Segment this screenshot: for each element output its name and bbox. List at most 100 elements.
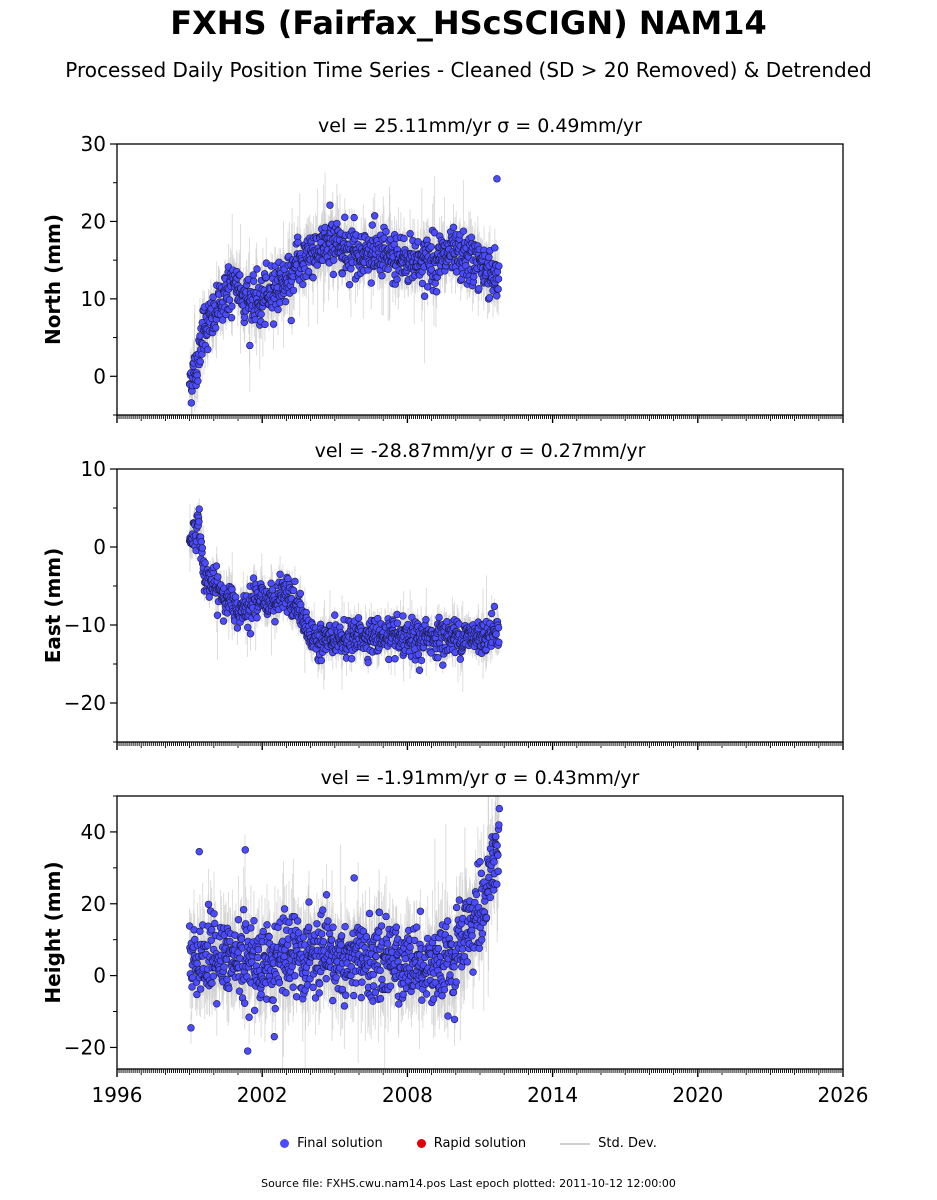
data-point bbox=[330, 256, 338, 264]
data-point bbox=[391, 655, 399, 663]
data-point bbox=[493, 292, 501, 300]
data-point bbox=[414, 650, 423, 659]
chart-title: FXHS (Fairfax_HScSCIGN) NAM14 bbox=[170, 4, 767, 42]
data-point bbox=[382, 227, 390, 236]
y-tick-label: 30 bbox=[81, 132, 106, 156]
x-ticks bbox=[116, 742, 844, 750]
data-point bbox=[187, 399, 196, 407]
data-point bbox=[296, 589, 305, 598]
plot-area bbox=[185, 498, 503, 693]
data-point bbox=[269, 320, 278, 328]
data-point bbox=[423, 283, 432, 291]
data-point bbox=[212, 562, 221, 570]
data-point bbox=[281, 297, 290, 306]
data-point bbox=[432, 288, 441, 296]
data-point bbox=[374, 614, 382, 623]
data-point bbox=[367, 279, 375, 287]
data-point bbox=[309, 273, 317, 282]
data-point bbox=[345, 280, 354, 289]
data-point bbox=[434, 654, 442, 662]
data-point bbox=[406, 230, 414, 238]
data-point bbox=[384, 265, 392, 273]
data-point bbox=[422, 615, 430, 624]
data-point bbox=[304, 267, 313, 276]
data-point bbox=[427, 243, 435, 251]
data-point bbox=[494, 624, 503, 632]
plot-area bbox=[185, 172, 503, 415]
data-point bbox=[420, 292, 429, 300]
data-point bbox=[249, 271, 257, 279]
panel-title: vel = -28.87mm/yr σ = 0.27mm/yr bbox=[315, 440, 646, 462]
data-point bbox=[274, 305, 282, 314]
data-point bbox=[435, 613, 443, 622]
data-point bbox=[459, 227, 468, 235]
data-point bbox=[204, 345, 212, 354]
data-point bbox=[294, 238, 302, 247]
panel-title: vel = -1.91mm/yr σ = 0.43mm/yr bbox=[321, 767, 640, 789]
data-point bbox=[287, 316, 295, 325]
data-point bbox=[467, 233, 476, 242]
data-point bbox=[494, 285, 502, 293]
data-point bbox=[246, 630, 255, 638]
data-point bbox=[487, 609, 496, 618]
data-point bbox=[194, 377, 202, 385]
data-point bbox=[347, 265, 355, 273]
data-point bbox=[393, 275, 401, 284]
y-ticks: 0 10 20 30 bbox=[81, 132, 117, 416]
data-point bbox=[201, 559, 209, 567]
data-point bbox=[347, 655, 356, 663]
data-point bbox=[341, 213, 349, 222]
data-point bbox=[196, 332, 204, 340]
data-point bbox=[249, 574, 258, 582]
data-point bbox=[214, 573, 222, 581]
data-point bbox=[475, 284, 483, 293]
data-point bbox=[197, 538, 205, 546]
y-tick-label: 20 bbox=[81, 209, 106, 233]
data-point bbox=[326, 201, 334, 209]
data-point bbox=[430, 229, 439, 237]
data-point bbox=[338, 269, 347, 278]
data-point bbox=[299, 280, 307, 289]
data-point bbox=[257, 310, 265, 318]
data-point bbox=[244, 623, 252, 632]
data-point bbox=[249, 277, 258, 285]
data-point bbox=[297, 600, 305, 609]
data-point bbox=[417, 656, 426, 665]
panel-title: vel = 25.11mm/yr σ = 0.49mm/yr bbox=[318, 115, 642, 137]
data-point bbox=[213, 611, 222, 619]
data-point bbox=[317, 656, 326, 665]
data-point bbox=[443, 618, 451, 626]
data-point bbox=[431, 279, 439, 287]
y-ticks: −20 −10 0 10 bbox=[64, 457, 117, 743]
data-point bbox=[393, 619, 402, 627]
data-point bbox=[456, 655, 465, 663]
chart-subtitle: Processed Daily Position Time Series - C… bbox=[65, 58, 872, 82]
y-axis-label: Height (mm) bbox=[41, 861, 65, 1003]
data-point bbox=[195, 518, 203, 526]
data-point bbox=[350, 213, 358, 222]
data-point bbox=[271, 618, 279, 626]
data-point bbox=[219, 617, 228, 625]
data-point bbox=[439, 661, 447, 669]
data-point bbox=[415, 666, 424, 674]
data-point bbox=[227, 313, 236, 322]
data-point bbox=[427, 649, 435, 657]
data-point bbox=[236, 271, 244, 279]
y-tick-label: 0 bbox=[93, 535, 106, 559]
data-point bbox=[418, 279, 427, 288]
y-tick-label: 10 bbox=[81, 287, 106, 311]
data-point bbox=[491, 244, 499, 252]
data-point bbox=[492, 630, 500, 638]
data-point bbox=[228, 302, 236, 311]
data-point bbox=[485, 294, 494, 302]
y-tick-label: −10 bbox=[64, 613, 106, 637]
data-point bbox=[329, 270, 338, 279]
y-axis-label: North (mm) bbox=[41, 214, 65, 345]
data-point bbox=[494, 275, 503, 283]
plot-area bbox=[185, 796, 504, 1069]
y-axis-label: East (mm) bbox=[41, 548, 65, 664]
data-point bbox=[218, 316, 227, 324]
y-tick-label: 0 bbox=[93, 364, 106, 388]
x-ticks bbox=[116, 415, 844, 423]
